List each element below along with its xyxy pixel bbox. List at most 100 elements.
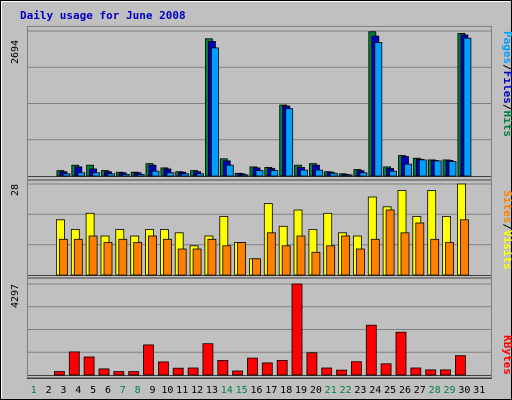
bar-pages-day-7 <box>121 173 130 177</box>
bar-pages-day-23 <box>359 172 368 177</box>
bar-pages-day-10 <box>166 172 175 177</box>
day-label-11: 11 <box>176 385 188 396</box>
hits-scale-label: 2694 <box>10 40 21 64</box>
bar-pages-day-26 <box>404 163 412 177</box>
day-label-31: 31 <box>473 385 485 396</box>
hits_files_pages-side-label-part: Hits <box>501 111 512 138</box>
bar-kbytes-day-15 <box>232 370 244 376</box>
day-label-4: 4 <box>75 385 81 396</box>
bar-kbytes-day-20 <box>306 352 318 376</box>
bar-kbytes-day-30 <box>454 355 466 376</box>
bar-sites-day-13 <box>207 238 217 276</box>
bar-kbytes-day-27 <box>410 367 422 376</box>
bar-pages-day-12 <box>196 173 205 177</box>
hits_files_pages-side-label-part: Files <box>501 71 512 104</box>
hits_files_pages-side-label-part: Pages <box>501 31 512 64</box>
bar-sites-day-19 <box>296 235 306 276</box>
bar-sites-day-6 <box>103 242 113 276</box>
bar-sites-day-20 <box>311 251 321 276</box>
bar-sites-day-27 <box>415 222 425 276</box>
bar-kbytes-day-7 <box>113 371 125 376</box>
bar-kbytes-day-5 <box>83 356 95 376</box>
bar-pages-day-8 <box>136 173 145 177</box>
bar-sites-day-28 <box>430 238 440 276</box>
kbytes-side-label-part: KBytes <box>501 335 512 375</box>
bar-pages-day-28 <box>433 160 442 177</box>
day-label-13: 13 <box>206 385 218 396</box>
bar-sites-day-24 <box>370 238 380 276</box>
bar-pages-day-16 <box>255 170 264 177</box>
day-label-5: 5 <box>90 385 96 396</box>
bar-pages-day-15 <box>240 174 249 177</box>
day-label-19: 19 <box>295 385 307 396</box>
hits_files_pages-side-label: Pages/Files/Hits <box>501 31 512 137</box>
visits_sites-side-label: Sites/Visits <box>501 190 512 270</box>
bar-sites-day-4 <box>73 238 83 276</box>
bar-kbytes-day-8 <box>128 371 140 376</box>
bar-pages-day-14 <box>225 164 234 177</box>
day-label-3: 3 <box>60 385 66 396</box>
chart-title: Daily usage for June 2008 <box>20 9 186 22</box>
bar-sites-day-15 <box>237 242 247 276</box>
bar-sites-day-22 <box>341 235 351 276</box>
day-label-30: 30 <box>458 385 470 396</box>
day-label-21: 21 <box>325 385 337 396</box>
day-label-20: 20 <box>310 385 322 396</box>
bar-sites-day-30 <box>459 219 469 276</box>
bar-pages-day-9 <box>151 170 160 177</box>
bar-sites-day-14 <box>222 245 232 276</box>
day-label-29: 29 <box>443 385 455 396</box>
day-label-8: 8 <box>135 385 141 396</box>
bar-pages-day-17 <box>270 170 279 177</box>
bar-sites-day-9 <box>148 235 157 276</box>
bar-kbytes-day-18 <box>276 359 288 376</box>
day-label-10: 10 <box>161 385 173 396</box>
hits_files_pages-side-label-part: / <box>501 64 512 71</box>
visits_sites-side-label-part: Sites <box>501 190 512 223</box>
bar-sites-day-26 <box>400 232 410 276</box>
bar-kbytes-day-21 <box>321 367 333 376</box>
bar-pages-day-13 <box>210 47 219 177</box>
day-label-25: 25 <box>384 385 396 396</box>
bar-sites-day-10 <box>162 238 172 276</box>
bar-pages-day-5 <box>92 172 100 177</box>
bar-sites-day-11 <box>177 248 187 276</box>
bar-kbytes-day-14 <box>217 359 229 376</box>
bar-sites-day-5 <box>88 235 98 276</box>
bar-kbytes-day-26 <box>395 331 407 376</box>
day-label-7: 7 <box>120 385 126 396</box>
hits-files-pages-legend: Pages/Files/Hits <box>501 31 512 137</box>
bar-kbytes-day-24 <box>365 324 377 376</box>
sites-visits-legend: Sites/Visits <box>501 190 512 270</box>
bar-sites-day-12 <box>192 248 202 276</box>
bar-pages-day-3 <box>62 173 71 177</box>
bar-pages-day-4 <box>77 172 86 177</box>
day-label-27: 27 <box>414 385 426 396</box>
day-label-9: 9 <box>149 385 155 396</box>
day-label-28: 28 <box>429 385 441 396</box>
bar-kbytes-day-19 <box>291 283 303 376</box>
bar-kbytes-day-11 <box>172 367 184 376</box>
day-label-15: 15 <box>236 385 248 396</box>
bar-kbytes-day-13 <box>202 343 214 376</box>
bar-sites-day-7 <box>118 238 128 276</box>
bar-sites-day-21 <box>326 245 336 276</box>
panel-kbytes-frame <box>27 278 492 378</box>
bar-pages-day-29 <box>448 161 457 177</box>
bar-kbytes-day-9 <box>143 344 154 376</box>
bar-pages-day-21 <box>329 172 338 177</box>
day-label-1: 1 <box>31 385 37 396</box>
day-label-6: 6 <box>105 385 111 396</box>
bar-kbytes-day-25 <box>380 363 392 376</box>
day-label-16: 16 <box>250 385 262 396</box>
day-label-2: 2 <box>46 385 52 396</box>
day-label-24: 24 <box>369 385 381 396</box>
day-label-22: 22 <box>340 385 352 396</box>
bar-sites-day-17 <box>266 232 276 276</box>
bar-sites-day-18 <box>281 245 291 276</box>
bar-kbytes-day-29 <box>440 369 451 376</box>
bar-kbytes-day-17 <box>261 362 273 376</box>
bar-sites-day-3 <box>59 238 68 276</box>
day-label-12: 12 <box>191 385 203 396</box>
